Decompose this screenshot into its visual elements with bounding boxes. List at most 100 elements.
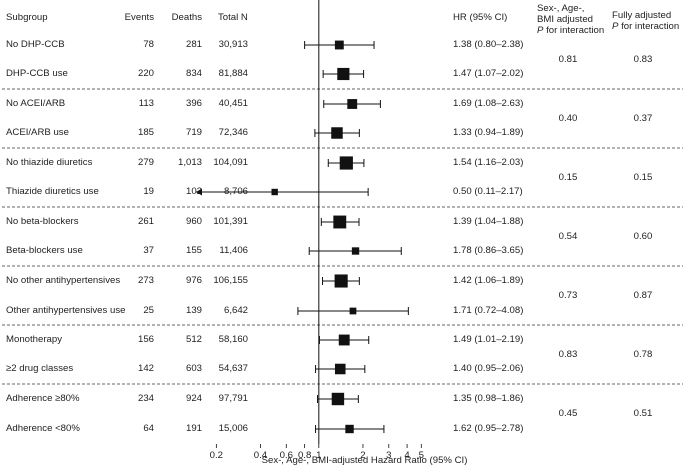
row-deaths: 396 (185, 98, 202, 109)
row-deaths: 102 (185, 186, 202, 197)
row-events: 185 (137, 127, 154, 138)
row-total: 81,884 (218, 68, 248, 79)
row-label: No DHP-CCB (6, 39, 65, 50)
header-p-sex-age-line3: P for interaction (537, 25, 604, 36)
row-total: 104,091 (213, 157, 248, 168)
header-p-full-line1: Fully adjusted (612, 10, 672, 21)
row-hr-ci: 0.50 (0.11–2.17) (453, 186, 523, 197)
p-interaction-sex-age-bmi: 0.15 (558, 171, 578, 183)
row-deaths: 834 (185, 68, 202, 79)
p-interaction-full: 0.51 (633, 408, 653, 419)
p-interaction-sex-age-bmi: 0.81 (558, 53, 578, 65)
header-hr: HR (95% CI) (453, 12, 508, 23)
x-tick-label: 2 (360, 450, 365, 461)
hr-marker (334, 40, 344, 50)
p-interaction-full: 0.83 (633, 53, 653, 65)
row-label: Beta-blockers use (6, 245, 83, 256)
hr-marker (349, 307, 357, 315)
hr-marker (331, 392, 345, 406)
row-deaths: 1,013 (177, 157, 202, 168)
header-p-full-rest: for interaction (618, 21, 680, 32)
ci-arrow (196, 188, 202, 196)
row-events: 261 (137, 216, 154, 227)
row-hr-ci: 1.33 (0.94–1.89) (453, 127, 524, 138)
header-p-sex-age-line2: BMI adjusted (537, 14, 593, 25)
header-total: Total N (218, 12, 248, 23)
x-tick-label: 3 (386, 450, 391, 461)
hr-marker (347, 99, 358, 109)
row-total: 6,642 (223, 305, 248, 316)
row-total: 97,791 (218, 393, 248, 404)
p-interaction-full: 0.15 (633, 171, 653, 183)
row-hr-ci: 1.39 (1.04–1.88) (453, 216, 524, 227)
row-events: 234 (137, 393, 154, 404)
hr-marker (331, 127, 343, 139)
row-deaths: 139 (185, 305, 202, 316)
p-interaction-full: 0.87 (633, 290, 653, 301)
hr-marker (337, 67, 350, 81)
x-tick-label: 4 (404, 450, 410, 461)
hr-marker (338, 334, 350, 346)
hr-marker (333, 215, 347, 229)
header-p-sex-age-bmi: Sex-, Age-, BMI adjusted P for interacti… (537, 3, 604, 36)
row-events: 37 (143, 245, 154, 256)
header-deaths: Deaths (171, 12, 202, 23)
row-deaths: 603 (185, 363, 202, 374)
hr-marker (339, 156, 353, 170)
row-hr-ci: 1.62 (0.95–2.78) (453, 423, 524, 434)
p-interaction-sex-age-bmi: 0.83 (558, 348, 578, 360)
row-total: 72,346 (218, 127, 248, 138)
row-label: No beta-blockers (6, 216, 79, 227)
row-events: 156 (137, 334, 154, 345)
row-hr-ci: 1.71 (0.72–4.08) (453, 305, 524, 316)
row-events: 78 (143, 39, 154, 50)
row-label: Adherence <80% (6, 423, 80, 434)
row-deaths: 512 (185, 334, 202, 345)
row-label: No other antihypertensives (6, 275, 121, 286)
row-hr-ci: 1.49 (1.01–2.19) (453, 334, 524, 345)
row-total: 54,637 (218, 363, 248, 374)
row-events: 25 (143, 305, 154, 316)
header-p-italic: P (537, 25, 544, 36)
row-events: 142 (137, 363, 154, 374)
row-total: 11,406 (219, 245, 248, 256)
row-hr-ci: 1.38 (0.80–2.38) (453, 39, 524, 50)
row-hr-ci: 1.54 (1.16–2.03) (453, 157, 524, 168)
row-total: 40,451 (218, 98, 248, 109)
hr-marker (345, 424, 354, 434)
row-hr-ci: 1.35 (0.98–1.86) (453, 393, 524, 404)
x-axis-label: Sex-, Age-, BMI-adjusted Hazard Ratio (9… (261, 455, 468, 466)
header-p-full-italic: P (612, 21, 619, 32)
header-p-full-line2: P for interaction (612, 21, 679, 32)
row-events: 113 (138, 98, 154, 109)
row-label: Thiazide diuretics use (6, 186, 99, 197)
row-deaths: 191 (185, 423, 202, 434)
x-tick-label: 0.8 (298, 450, 311, 461)
p-interaction-full: 0.60 (633, 230, 653, 242)
row-hr-ci: 1.47 (1.07–2.02) (453, 68, 524, 79)
row-deaths: 976 (185, 275, 202, 286)
row-deaths: 155 (185, 245, 202, 256)
x-tick-label: 0.2 (210, 450, 223, 461)
header-events: Events (124, 12, 154, 23)
hr-marker (334, 274, 348, 288)
hr-marker (334, 363, 346, 375)
row-total: 101,391 (213, 216, 248, 227)
header-p-sex-age-line1: Sex-, Age-, (537, 3, 585, 14)
row-hr-ci: 1.78 (0.86–3.65) (453, 245, 524, 256)
header-p-full: Fully adjusted P for interaction (612, 10, 679, 32)
header-subgroup: Subgroup (6, 12, 48, 23)
row-deaths: 281 (185, 39, 202, 50)
row-label: Other antihypertensives use (6, 305, 126, 316)
header-p-rest: for interaction (543, 25, 605, 36)
row-deaths: 924 (185, 393, 202, 404)
row-hr-ci: 1.40 (0.95–2.06) (453, 363, 524, 374)
row-events: 220 (137, 68, 154, 79)
p-interaction-sex-age-bmi: 0.40 (558, 112, 578, 124)
p-interaction-full: 0.37 (633, 112, 653, 124)
x-tick-label: 0.6 (280, 450, 293, 461)
row-label: ≥2 drug classes (6, 363, 74, 374)
row-total: 106,155 (213, 275, 248, 286)
row-total: 58,160 (218, 334, 248, 345)
row-hr-ci: 1.42 (1.06–1.89) (453, 275, 524, 286)
